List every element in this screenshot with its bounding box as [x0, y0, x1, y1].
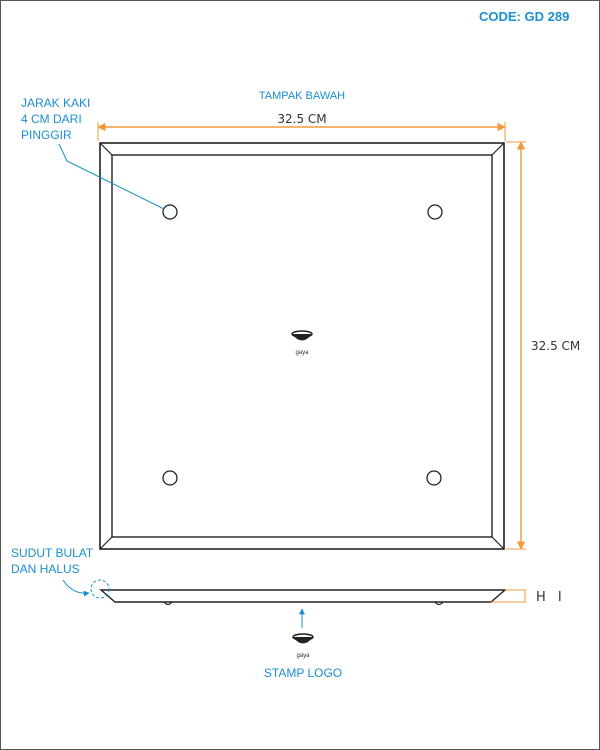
- side-height-label: H I: [536, 590, 566, 605]
- foot-top-left: [162, 204, 178, 220]
- rounded-corner-leader: [62, 579, 90, 597]
- foot-bottom-right: [426, 470, 442, 486]
- height-dimension: 32.5 CM: [506, 141, 580, 550]
- width-dimension-label: 32.5 CM: [277, 112, 326, 126]
- gaya-logo-center: gaya: [291, 330, 313, 356]
- foot-top-right: [427, 204, 443, 220]
- gaya-logo-text-center: gaya: [295, 350, 309, 356]
- gaya-logo-text-stamp: gaya: [296, 653, 310, 659]
- foot-distance-line-3: PINGGIR: [21, 128, 72, 142]
- foot-bottom-left: [162, 470, 178, 486]
- rounded-corner-highlight: [90, 579, 110, 599]
- foot-distance-line-2: 4 CM DARI: [21, 112, 82, 126]
- foot-distance-annotation: JARAK KAKI 4 CM DARI PINGGIR: [21, 96, 165, 210]
- stamp-logo-callout: gaya STAMP LOGO: [264, 608, 342, 680]
- tray-side-view: H I: [90, 579, 566, 606]
- height-dimension-label: 32.5 CM: [531, 339, 580, 353]
- gaya-logo-stamp: gaya: [292, 633, 314, 659]
- foot-distance-leader: [58, 143, 165, 210]
- rounded-corner-line-2: DAN HALUS: [11, 562, 80, 576]
- product-code: CODE: GD 289: [479, 9, 570, 24]
- foot-distance-line-1: JARAK KAKI: [21, 96, 90, 110]
- view-title: TAMPAK BAWAH: [259, 90, 345, 102]
- width-dimension: 32.5 CM: [97, 112, 506, 141]
- rounded-corner-line-1: SUDUT BULAT: [11, 546, 94, 560]
- rounded-corner-annotation: SUDUT BULAT DAN HALUS: [11, 546, 94, 597]
- stamp-logo-label: STAMP LOGO: [264, 666, 342, 680]
- tray-bottom-view: gaya: [99, 142, 505, 550]
